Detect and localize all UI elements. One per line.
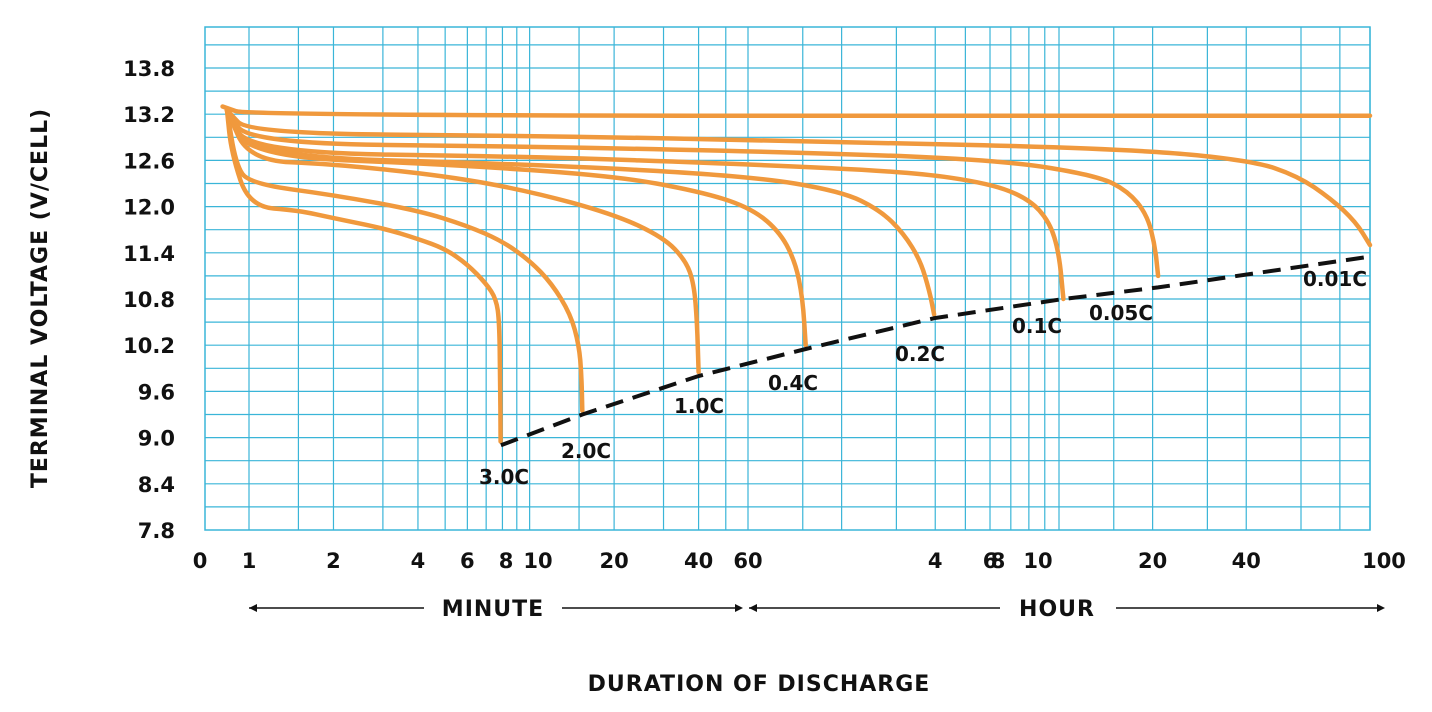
hour-arrow-right xyxy=(1377,604,1385,612)
x-tick-label: 6 xyxy=(460,549,475,573)
x-tick-label: 4 xyxy=(411,549,426,573)
x-tick-label: 1 xyxy=(242,549,257,573)
y-tick-label: 7.8 xyxy=(138,519,175,543)
minute-span-label: MINUTE xyxy=(442,597,544,622)
discharge-curve-0-01c xyxy=(224,108,1373,248)
discharge-curve-0-1c xyxy=(224,108,1066,302)
curve-label: 3.0C xyxy=(479,465,529,489)
curve-label: 0.01C xyxy=(1303,267,1367,291)
y-axis-title: TERMINAL VOLTAGE (V/CELL) xyxy=(28,108,53,488)
x-tick-label: 6 xyxy=(983,549,998,573)
curve-labels: 3.0C 2.0C 1.0C 0.4C 0.2C 0.1C 0.05C 0.01C xyxy=(479,267,1367,489)
discharge-curve-0-2c xyxy=(224,108,937,317)
x-tick-label: 4 xyxy=(928,549,943,573)
discharge-curve-float xyxy=(220,104,1373,118)
x-ticks: 0 1 2 4 6 8 10 20 40 60 4 68 10 20 40 100 xyxy=(193,549,1406,573)
hour-span-label: HOUR xyxy=(1019,597,1095,622)
minute-arrow-left xyxy=(249,604,257,612)
x-tick-label: 40 xyxy=(684,549,713,573)
x-tick-label: 20 xyxy=(1138,549,1167,573)
y-tick-label: 11.4 xyxy=(123,242,175,266)
x-tick-label: 8 xyxy=(499,549,514,573)
x-axis-title: DURATION OF DISCHARGE xyxy=(588,672,931,697)
x-tick-label: 0 xyxy=(193,549,208,573)
curve-label: 0.1C xyxy=(1012,314,1062,338)
curve-label: 1.0C xyxy=(674,394,724,418)
discharge-curve-0-4c xyxy=(224,108,808,348)
x-tick-label: 8 xyxy=(991,549,1006,573)
curve-label: 2.0C xyxy=(561,439,611,463)
x-tick-label: 40 xyxy=(1232,549,1261,573)
x-tick-label: 60 xyxy=(733,549,762,573)
discharge-curve-2-0c xyxy=(224,108,585,413)
discharge-curve-1-0c xyxy=(224,108,701,375)
discharge-curves xyxy=(220,104,1373,444)
y-tick-label: 10.2 xyxy=(123,334,175,358)
grid xyxy=(204,26,1371,531)
x-tick-label: 100 xyxy=(1362,549,1406,573)
x-tick-label: 20 xyxy=(599,549,628,573)
x-tick-label: 10 xyxy=(523,549,552,573)
y-tick-label: 13.8 xyxy=(123,57,175,81)
x-spans: MINUTE HOUR xyxy=(249,597,1385,622)
curve-label: 0.05C xyxy=(1089,301,1153,325)
y-tick-label: 13.2 xyxy=(123,103,175,127)
y-tick-label: 8.4 xyxy=(138,473,175,497)
y-ticks: 13.8 13.2 12.6 12.0 11.4 10.8 10.2 9.6 9.0 8.4 7.8 xyxy=(123,57,175,543)
discharge-curve-0-05c xyxy=(224,108,1161,279)
y-tick-label: 9.6 xyxy=(138,380,175,404)
x-tick-label: 10 xyxy=(1023,549,1052,573)
y-tick-label: 10.8 xyxy=(123,288,175,312)
minute-arrow-right xyxy=(735,604,743,612)
x-tick-label: 2 xyxy=(326,549,341,573)
curve-label: 0.4C xyxy=(768,371,818,395)
y-tick-label: 12.6 xyxy=(123,149,175,173)
y-tick-label: 12.0 xyxy=(123,196,175,220)
hour-arrow-left xyxy=(749,604,757,612)
discharge-curve-3-0c xyxy=(224,108,503,444)
curve-label: 0.2C xyxy=(895,342,945,366)
plot-frame xyxy=(204,26,1371,531)
y-tick-label: 9.0 xyxy=(138,427,175,451)
